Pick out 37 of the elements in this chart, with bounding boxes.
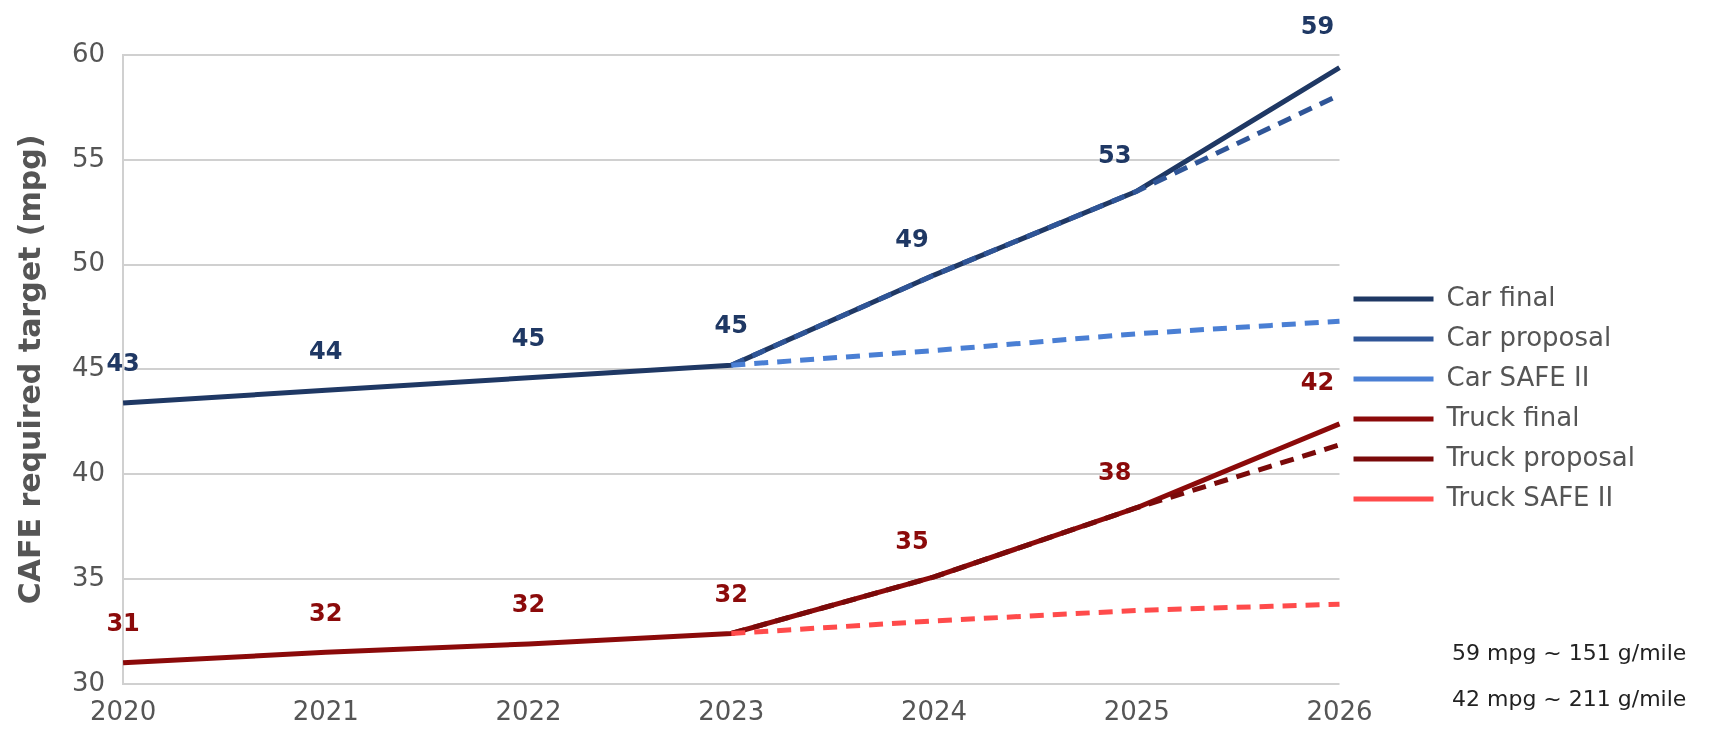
y-tick-label: 30 (71, 666, 106, 697)
legend-label: Car SAFE II (1446, 361, 1590, 392)
data-label: 45 (511, 324, 546, 353)
x-tick-label: 2020 (90, 696, 157, 727)
text: 59 mpg ~ 151 g/mile (1452, 639, 1687, 667)
data-label: 42 (1300, 368, 1335, 397)
data-label: 59 (1300, 11, 1335, 40)
data-label: 44 (309, 336, 343, 365)
x-tick-label: 2021 (292, 696, 359, 727)
legend-label: Truck final (1445, 401, 1580, 432)
legend-label: Truck SAFE II (1445, 481, 1614, 512)
x-tick-label: 2022 (495, 696, 562, 727)
y-tick-label: 55 (71, 142, 106, 173)
y-tick-label: 35 (71, 561, 106, 592)
x-tick-label: 2023 (698, 696, 765, 727)
y-tick-label: 45 (71, 352, 106, 383)
x-tick-label: 2026 (1306, 696, 1373, 727)
y-axis-title: CAFE required target (mpg) (11, 134, 47, 605)
legend-label: Car final (1446, 281, 1556, 312)
legend-label: Truck proposal (1445, 441, 1636, 472)
data-label: 38 (1098, 457, 1132, 486)
x-tick-label: 2025 (1103, 696, 1170, 727)
data-label: 32 (309, 598, 343, 627)
text: 42 mpg ~ 211 g/mile (1452, 685, 1687, 713)
data-label: 53 (1098, 141, 1132, 170)
data-label: 43 (106, 349, 140, 378)
data-label: 32 (714, 579, 748, 608)
data-label: 31 (106, 609, 140, 638)
x-tick-label: 2024 (900, 696, 968, 727)
data-label: 45 (714, 311, 748, 340)
y-tick-label: 40 (71, 456, 106, 487)
y-tick-label: 60 (71, 37, 106, 68)
data-label: 49 (895, 225, 929, 254)
y-tick-label: 50 (71, 247, 106, 278)
legend-label: Car proposal (1446, 321, 1612, 352)
data-label: 32 (511, 590, 546, 619)
data-label: 35 (895, 527, 929, 556)
